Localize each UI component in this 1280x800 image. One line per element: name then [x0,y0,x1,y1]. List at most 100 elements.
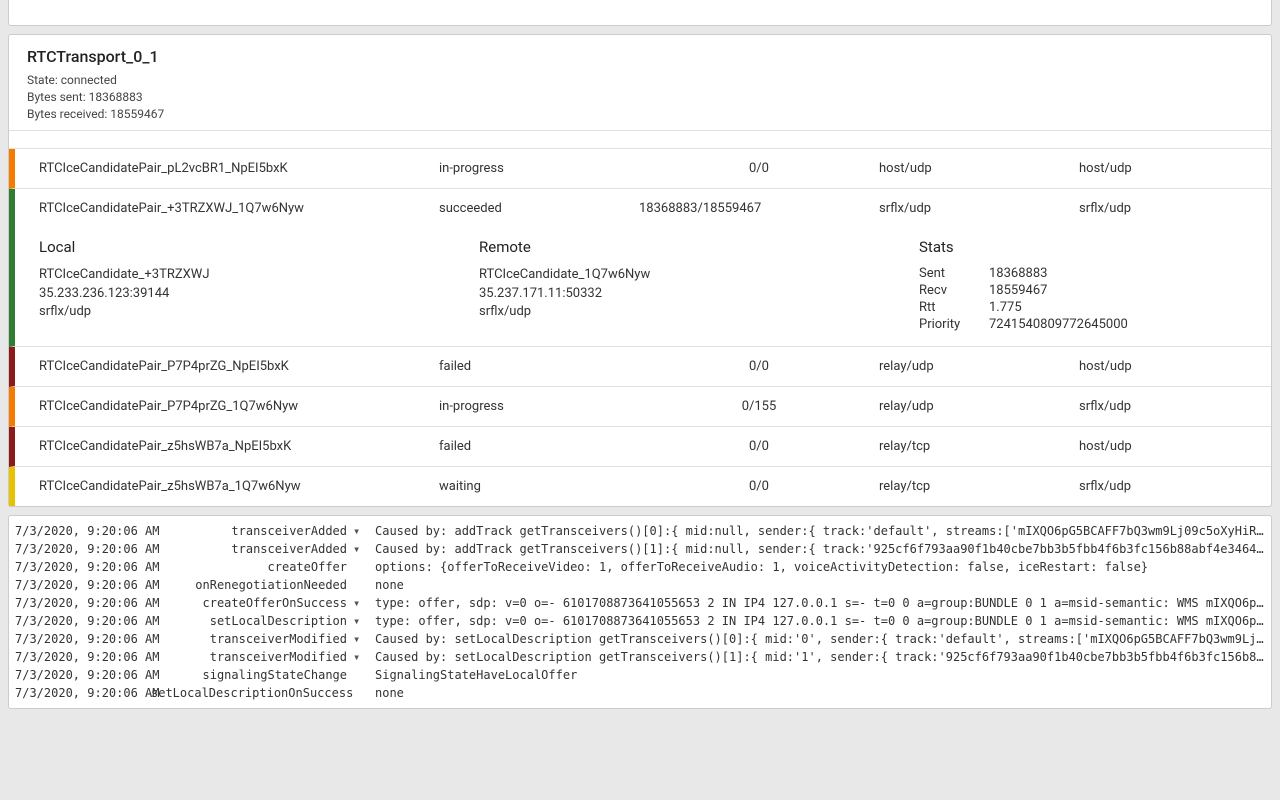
log-event: transceiverModified [151,632,347,646]
pair-remote-type: host/udp [1079,161,1271,176]
log-row[interactable]: 7/3/2020, 9:20:06 AM setLocalDescriptionO… [9,684,1271,702]
bytes-recv-label: Bytes received: [27,107,110,121]
pair-state: succeeded [439,201,639,216]
pair-name: RTCIceCandidatePair_z5hsWB7a_NpEI5bxK [39,439,439,454]
remote-proto: srflx/udp [479,303,919,321]
stats-sent-label: Sent [919,266,989,281]
candidate-pair-row[interactable]: RTCIceCandidatePair_P7P4prZG_1Q7w6Nyw in… [9,387,1271,427]
pair-local-type: relay/tcp [879,479,1079,494]
stats-sent-value: 18368883 [989,266,1271,281]
candidate-pair-row[interactable]: RTCIceCandidatePair_z5hsWB7a_NpEI5bxK fa… [9,427,1271,467]
pair-local-type: relay/udp [879,399,1079,414]
pair-remote-type: srflx/udp [1079,399,1271,414]
log-event: signalingStateChange [151,668,347,682]
pair-local-type: relay/tcp [879,439,1079,454]
bytes-sent-label: Bytes sent: [27,90,89,104]
log-row[interactable]: 7/3/2020, 9:20:06 AM createOfferOnSuccess… [9,594,1271,612]
log-message: options: {offerToReceiveVideo: 1, offerT… [375,560,1265,574]
spacer [9,131,1271,149]
log-time: 7/3/2020, 9:20:06 AM [15,614,145,628]
stats-title: Stats [919,238,1271,256]
expand-caret-icon[interactable]: ▾ [353,542,369,556]
log-row[interactable]: 7/3/2020, 9:20:06 AMtransceiverAdded▾Cau… [9,522,1271,540]
transport-state-value: connected [61,73,117,87]
log-time: 7/3/2020, 9:20:06 AM [15,542,145,556]
log-time: 7/3/2020, 9:20:06 AM [15,668,145,682]
pair-remote-type: host/udp [1079,359,1271,374]
log-row[interactable]: 7/3/2020, 9:20:06 AM onRenegotiationNeede… [9,576,1271,594]
expand-caret-icon[interactable]: ▾ [353,596,369,610]
log-time: 7/3/2020, 9:20:06 AM [15,650,145,664]
pair-state: waiting [439,479,639,494]
remote-candidate: RTCIceCandidate_1Q7w6Nyw [479,266,919,284]
candidate-pair-row[interactable]: RTCIceCandidatePair_z5hsWB7a_1Q7w6Nyw wa… [9,467,1271,506]
log-event: createOffer [151,560,347,574]
bytes-sent-value: 18368883 [89,90,143,104]
stats-recv-value: 18559467 [989,283,1271,298]
candidate-pair-row[interactable]: RTCIceCandidatePair_P7P4prZG_NpEI5bxK fa… [9,347,1271,387]
transport-state-line: State: connected [27,72,1253,89]
log-row[interactable]: 7/3/2020, 9:20:06 AM transceiverModified ▾… [9,648,1271,666]
pair-name: RTCIceCandidatePair_pL2vcBR1_NpEI5bxK [39,161,439,176]
log-message: Caused by: setLocalDescription getTransc… [375,650,1265,664]
log-message: none [375,578,1265,592]
stats-rtt-label: Rtt [919,300,989,315]
remote-candidate-section: Remote RTCIceCandidate_1Q7w6Nyw 35.237.1… [479,238,919,332]
candidate-pair-row[interactable]: RTCIceCandidatePair_pL2vcBR1_NpEI5bxK in… [9,149,1271,189]
transport-bytes-sent-line: Bytes sent: 18368883 [27,89,1253,106]
log-event: setLocalDescriptionOnSuccess [151,686,347,700]
local-title: Local [39,238,479,256]
log-time: 7/3/2020, 9:20:06 AM [15,632,145,646]
log-time: 7/3/2020, 9:20:06 AM [15,524,145,538]
expand-caret-icon[interactable]: ▾ [353,524,369,538]
log-time: 7/3/2020, 9:20:06 AM [15,686,145,700]
log-time: 7/3/2020, 9:20:06 AM [15,578,145,592]
log-event: onRenegotiationNeeded [151,578,347,592]
log-event: createOfferOnSuccess [151,596,347,610]
expand-caret-icon[interactable]: ▾ [353,632,369,646]
bytes-recv-value: 18559467 [110,107,164,121]
pair-local-type: host/udp [879,161,1079,176]
stats-section: Stats Sent 18368883 Recv 18559467 Rtt 1.… [919,238,1271,332]
stats-recv-label: Recv [919,283,989,298]
log-row[interactable]: 7/3/2020, 9:20:06 AM transceiverModified ▾… [9,630,1271,648]
log-event: transceiverAdded [151,542,347,556]
pair-state: in-progress [439,399,639,414]
pair-bytes: 0/0 [639,479,879,494]
log-row[interactable]: 7/3/2020, 9:20:06 AM signalingStateChange… [9,666,1271,684]
log-event: transceiverModified [151,650,347,664]
stats-priority-value: 7241540809772645000 [989,317,1271,332]
pair-name: RTCIceCandidatePair_P7P4prZG_1Q7w6Nyw [39,399,439,414]
pair-bytes: 0/155 [639,399,879,414]
pair-bytes: 0/0 [639,161,879,176]
pair-bytes: 0/0 [639,439,879,454]
pair-state: failed [439,439,639,454]
log-event: transceiverAdded [151,524,347,538]
pair-local-type: relay/udp [879,359,1079,374]
log-message: type: offer, sdp: v=0 o=- 61017088736410… [375,596,1265,610]
log-message: Caused by: setLocalDescription getTransc… [375,632,1265,646]
log-row[interactable]: 7/3/2020, 9:20:06 AMcreateOfferoptions: … [9,558,1271,576]
pair-bytes: 0/0 [639,359,879,374]
log-row[interactable]: 7/3/2020, 9:20:06 AMsetLocalDescription▾… [9,612,1271,630]
log-message: none [375,686,1265,700]
log-time: 7/3/2020, 9:20:06 AM [15,596,145,610]
remote-title: Remote [479,238,919,256]
pair-detail-body: Local RTCIceCandidate_+3TRZXWJ 35.233.23… [39,228,1271,332]
remote-addr: 35.237.171.11:50332 [479,285,919,303]
local-candidate-section: Local RTCIceCandidate_+3TRZXWJ 35.233.23… [39,238,479,332]
log-row[interactable]: 7/3/2020, 9:20:06 AMtransceiverAdded▾Cau… [9,540,1271,558]
pair-name: RTCIceCandidatePair_P7P4prZG_NpEI5bxK [39,359,439,374]
local-addr: 35.233.236.123:39144 [39,285,479,303]
expand-caret-icon[interactable]: ▾ [353,650,369,664]
candidate-pair-row[interactable]: RTCIceCandidatePair_+3TRZXWJ_1Q7w6Nyw su… [39,189,1271,228]
transport-header: RTCTransport_0_1 State: connected Bytes … [9,35,1271,131]
candidate-pair-expanded: RTCIceCandidatePair_+3TRZXWJ_1Q7w6Nyw su… [9,189,1271,347]
local-proto: srflx/udp [39,303,479,321]
transport-title: RTCTransport_0_1 [27,47,1253,66]
pair-remote-type: host/udp [1079,439,1271,454]
pair-bytes: 18368883/18559467 [639,201,879,216]
expand-caret-icon[interactable]: ▾ [353,614,369,628]
stats-rtt-value: 1.775 [989,300,1271,315]
pair-state: failed [439,359,639,374]
